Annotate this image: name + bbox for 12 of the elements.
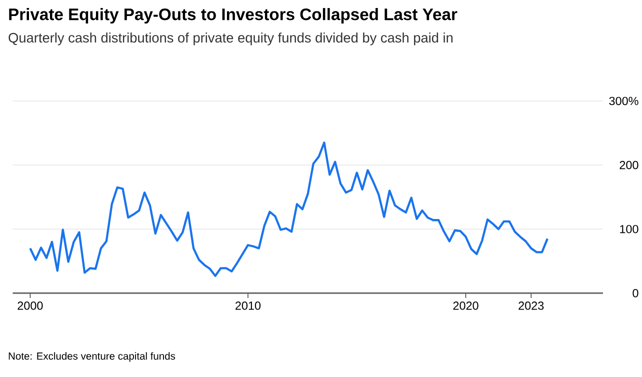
chart-subtitle: Quarterly cash distributions of private equity funds divided by cash paid in	[8, 32, 453, 46]
text: Note: Excludes venture capital funds	[8, 352, 176, 362]
x-tick-label: 2023	[518, 301, 544, 310]
y-tick-label: 300%	[609, 96, 638, 105]
y-tick-label: 200	[620, 160, 638, 169]
y-tick-label: 0	[632, 288, 638, 298]
x-tick-label: 2020	[453, 301, 478, 310]
x-tick-label: 2010	[236, 301, 261, 310]
x-tick-label: 2000	[18, 301, 43, 310]
chart-title: Private Equity Pay-Outs to Investors Collapsed Last Year	[9, 8, 458, 24]
line-series	[29, 141, 549, 277]
y-tick-label: 100	[620, 224, 638, 233]
